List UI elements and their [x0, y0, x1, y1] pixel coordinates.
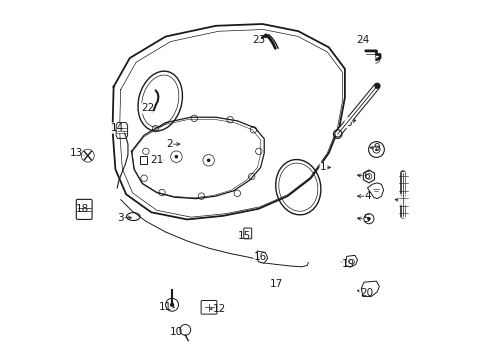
Text: 8: 8	[345, 118, 351, 128]
Text: 1: 1	[320, 162, 326, 172]
Text: 23: 23	[252, 35, 265, 45]
Circle shape	[206, 158, 210, 162]
Text: 10: 10	[169, 327, 183, 337]
Circle shape	[169, 303, 174, 307]
Text: 22: 22	[141, 103, 154, 113]
Text: 20: 20	[359, 288, 372, 298]
Text: 16: 16	[253, 252, 267, 262]
Text: 4: 4	[364, 191, 371, 201]
Text: 9: 9	[373, 143, 380, 153]
Circle shape	[375, 148, 377, 150]
Text: 11: 11	[159, 302, 172, 312]
Text: 19: 19	[341, 259, 354, 269]
Text: 2: 2	[165, 139, 172, 149]
Text: 12: 12	[212, 304, 225, 314]
Circle shape	[366, 217, 370, 221]
Text: 18: 18	[76, 204, 89, 214]
Text: 6: 6	[363, 171, 369, 181]
Text: 5: 5	[363, 215, 369, 224]
Text: 7: 7	[398, 195, 405, 205]
Text: 21: 21	[150, 155, 163, 165]
Text: 24: 24	[355, 35, 369, 45]
Text: 14: 14	[110, 123, 123, 133]
Circle shape	[373, 83, 379, 89]
Text: 13: 13	[70, 148, 83, 158]
Text: 15: 15	[237, 231, 251, 240]
Text: 17: 17	[269, 279, 283, 289]
Text: 3: 3	[117, 213, 124, 222]
Circle shape	[174, 155, 178, 158]
